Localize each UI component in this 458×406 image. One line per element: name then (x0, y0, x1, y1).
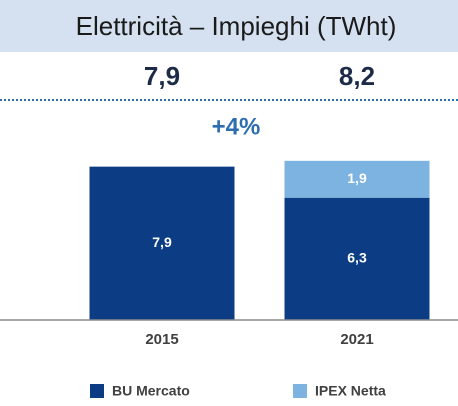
data-label: 6,3 (347, 250, 367, 266)
data-label: 7,9 (152, 234, 172, 250)
legend-swatch (293, 384, 307, 398)
bar-segment (284, 160, 430, 198)
annotation: +4% (212, 113, 261, 140)
total-label: 7,9 (144, 61, 180, 91)
data-label: 1,9 (347, 170, 367, 186)
total-label: 8,2 (339, 61, 375, 91)
x-tick-label: 2021 (340, 331, 373, 348)
bar-segment (284, 197, 430, 320)
legend-label: IPEX Netta (315, 383, 386, 399)
chart-title: Elettricità – Impieghi (TWht) (76, 11, 397, 41)
x-tick-label: 2015 (145, 331, 178, 348)
legend-label: BU Mercato (112, 383, 190, 399)
title-banner (0, 0, 458, 52)
legend-swatch (90, 384, 104, 398)
bar-segment (89, 166, 235, 320)
